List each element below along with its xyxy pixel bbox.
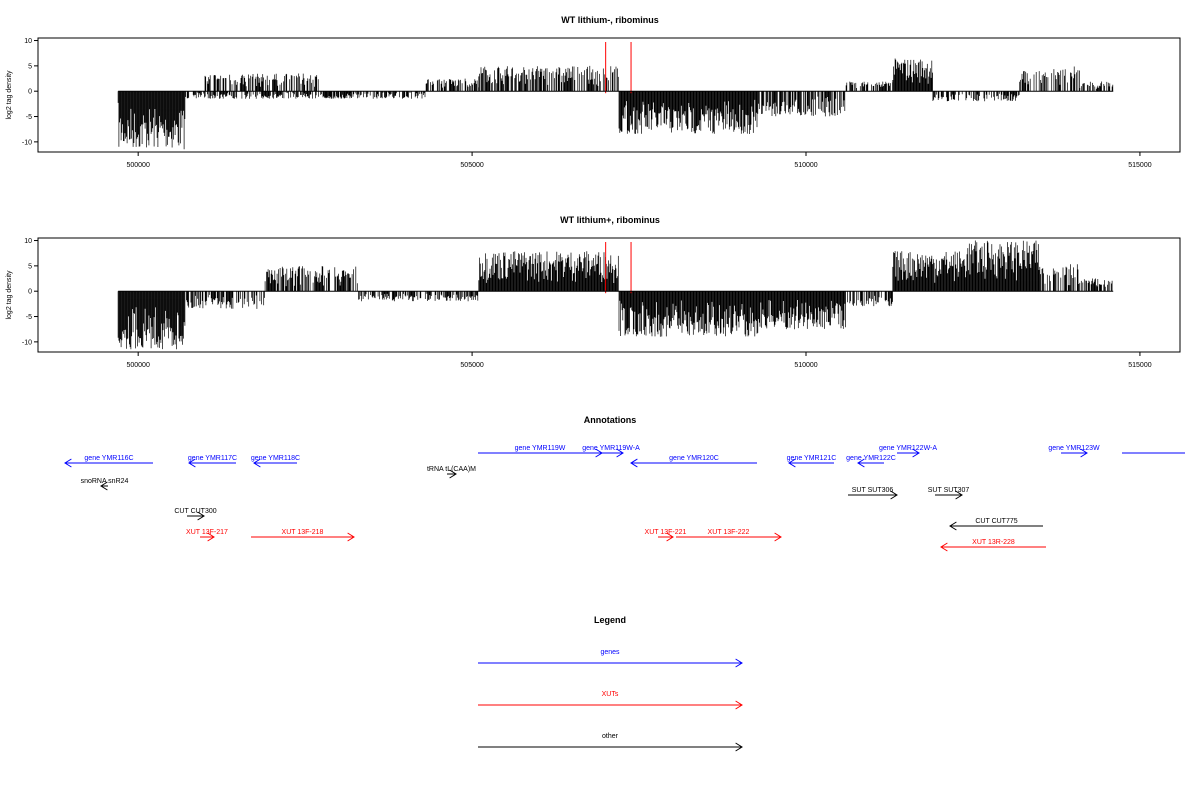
annotation-arrow-xut [200,532,215,542]
annotation-label: XUT 13F-218 [282,529,324,536]
annotation-arrow-gene [599,448,624,458]
legend-label: other [602,733,619,740]
annotation-label: XUT 13F-222 [708,529,750,536]
annotation-label: XUT 13F-217 [186,529,228,536]
x-tick-label: 505000 [460,362,483,369]
annotation-label: tRNA tL(CAA)M [427,466,476,473]
legend-arrow-xut [478,700,743,710]
y-axis-label: log2 tag density [6,70,13,120]
annotation-arrow-gene [897,448,920,458]
annotation-label: gene YMR118C [251,455,300,462]
x-tick-label: 505000 [460,162,483,169]
annotation-arrow-gene [253,458,297,468]
annotation-arrow-xut [676,532,782,542]
y-tick-label: 5 [28,263,32,270]
annotation-arrow-other [935,490,963,500]
annotation-arrow-gene [788,458,834,468]
legend-arrow-other [478,742,743,752]
track-panel-lithium-plus: WT lithium+, ribominus log2 tag density … [6,215,1181,369]
annotation-label: gene YMR120C [669,455,719,462]
x-tick-label: 500000 [126,362,149,369]
x-tick-label: 510000 [794,162,817,169]
position-markers [605,42,632,94]
annotation-label: gene YMR122C [846,455,896,462]
y-tick-label: -5 [26,314,32,321]
annotation-label: gene YMR119W [515,445,566,452]
density-bars [117,240,1113,350]
x-tick-label: 510000 [794,362,817,369]
annotation-arrow-other [100,481,108,491]
annotation-arrow-gene [188,458,236,468]
annotation-label: SUT SUT307 [928,487,970,494]
annotations-track: Annotations gene YMR116C gene YMR117C gene… [64,415,1185,552]
legend: Legend genes XUTs other [478,615,743,752]
annotation-label: CUT CUT300 [174,508,216,515]
y-tick-label: 0 [28,89,32,96]
track-panel-lithium-minus: WT lithium-, ribominus log2 tag density … [6,15,1181,169]
legend-entries: genes XUTs other [478,649,743,752]
annotation-arrow-gene [630,458,757,468]
y-tick-label: -10 [22,139,32,146]
annotation-label: XUT 13R-228 [972,539,1015,546]
annotation-label: gene YMR116C [84,455,133,462]
panel-title: WT lithium-, ribominus [561,15,659,25]
annotations-title: Annotations [584,415,637,425]
y-tick-label: 10 [24,38,32,45]
annotation-arrow-gene [64,458,153,468]
density-bar-series [117,240,1113,350]
annotation-arrow-other [949,521,1043,531]
x-tick-label: 515000 [1128,362,1151,369]
y-axis: 10 5 0 -5 -10 [22,38,38,146]
annotation-arrow-other [848,490,898,500]
annotation-label: gene YMR122W-A [879,445,937,452]
legend-title: Legend [594,615,626,625]
annotation-label: gene YMR121C [787,455,837,462]
plot-frame [37,37,1181,153]
y-tick-label: 10 [24,238,32,245]
annotation-arrow-other [447,469,457,479]
annotation-label: gene YMR117C [188,455,237,462]
annotation-label: gene YMR123W [1048,445,1100,452]
legend-arrow-gene [478,658,743,668]
annotation-label: gene YMR119W-A [582,445,640,452]
annotation-arrow-other [187,511,205,521]
position-markers [605,242,632,294]
density-bar-series [117,58,1114,150]
y-tick-label: 5 [28,63,32,70]
annotation-arrow-gene [857,458,884,468]
y-tick-label: -10 [22,339,32,346]
annotation-label: XUT 13F-221 [645,529,687,536]
annotation-label: snoRNA snR24 [81,478,129,485]
density-bars [117,58,1114,150]
plot-frame [37,237,1181,353]
annotation-label: SUT SUT306 [852,487,894,494]
x-axis: 500000 505000 510000 515000 [126,352,1152,369]
annotation-arrow-xut [940,542,1046,552]
annotation-label: CUT CUT775 [975,518,1017,525]
y-axis-label: log2 tag density [6,270,13,320]
x-tick-label: 515000 [1128,162,1151,169]
annotation-features: gene YMR116C gene YMR117C gene YMR118C snoR… [64,445,1185,552]
y-axis: 10 5 0 -5 -10 [22,238,38,346]
annotation-arrow-gene [1061,448,1088,458]
panel-title: WT lithium+, ribominus [560,215,660,225]
y-tick-label: 0 [28,289,32,296]
x-axis: 500000 505000 510000 515000 [126,152,1152,169]
x-tick-label: 500000 [126,162,149,169]
annotation-arrow-xut [658,532,674,542]
legend-label: XUTs [602,691,619,698]
annotation-arrow-xut [251,532,355,542]
legend-label: genes [600,649,620,656]
y-tick-label: -5 [26,114,32,121]
